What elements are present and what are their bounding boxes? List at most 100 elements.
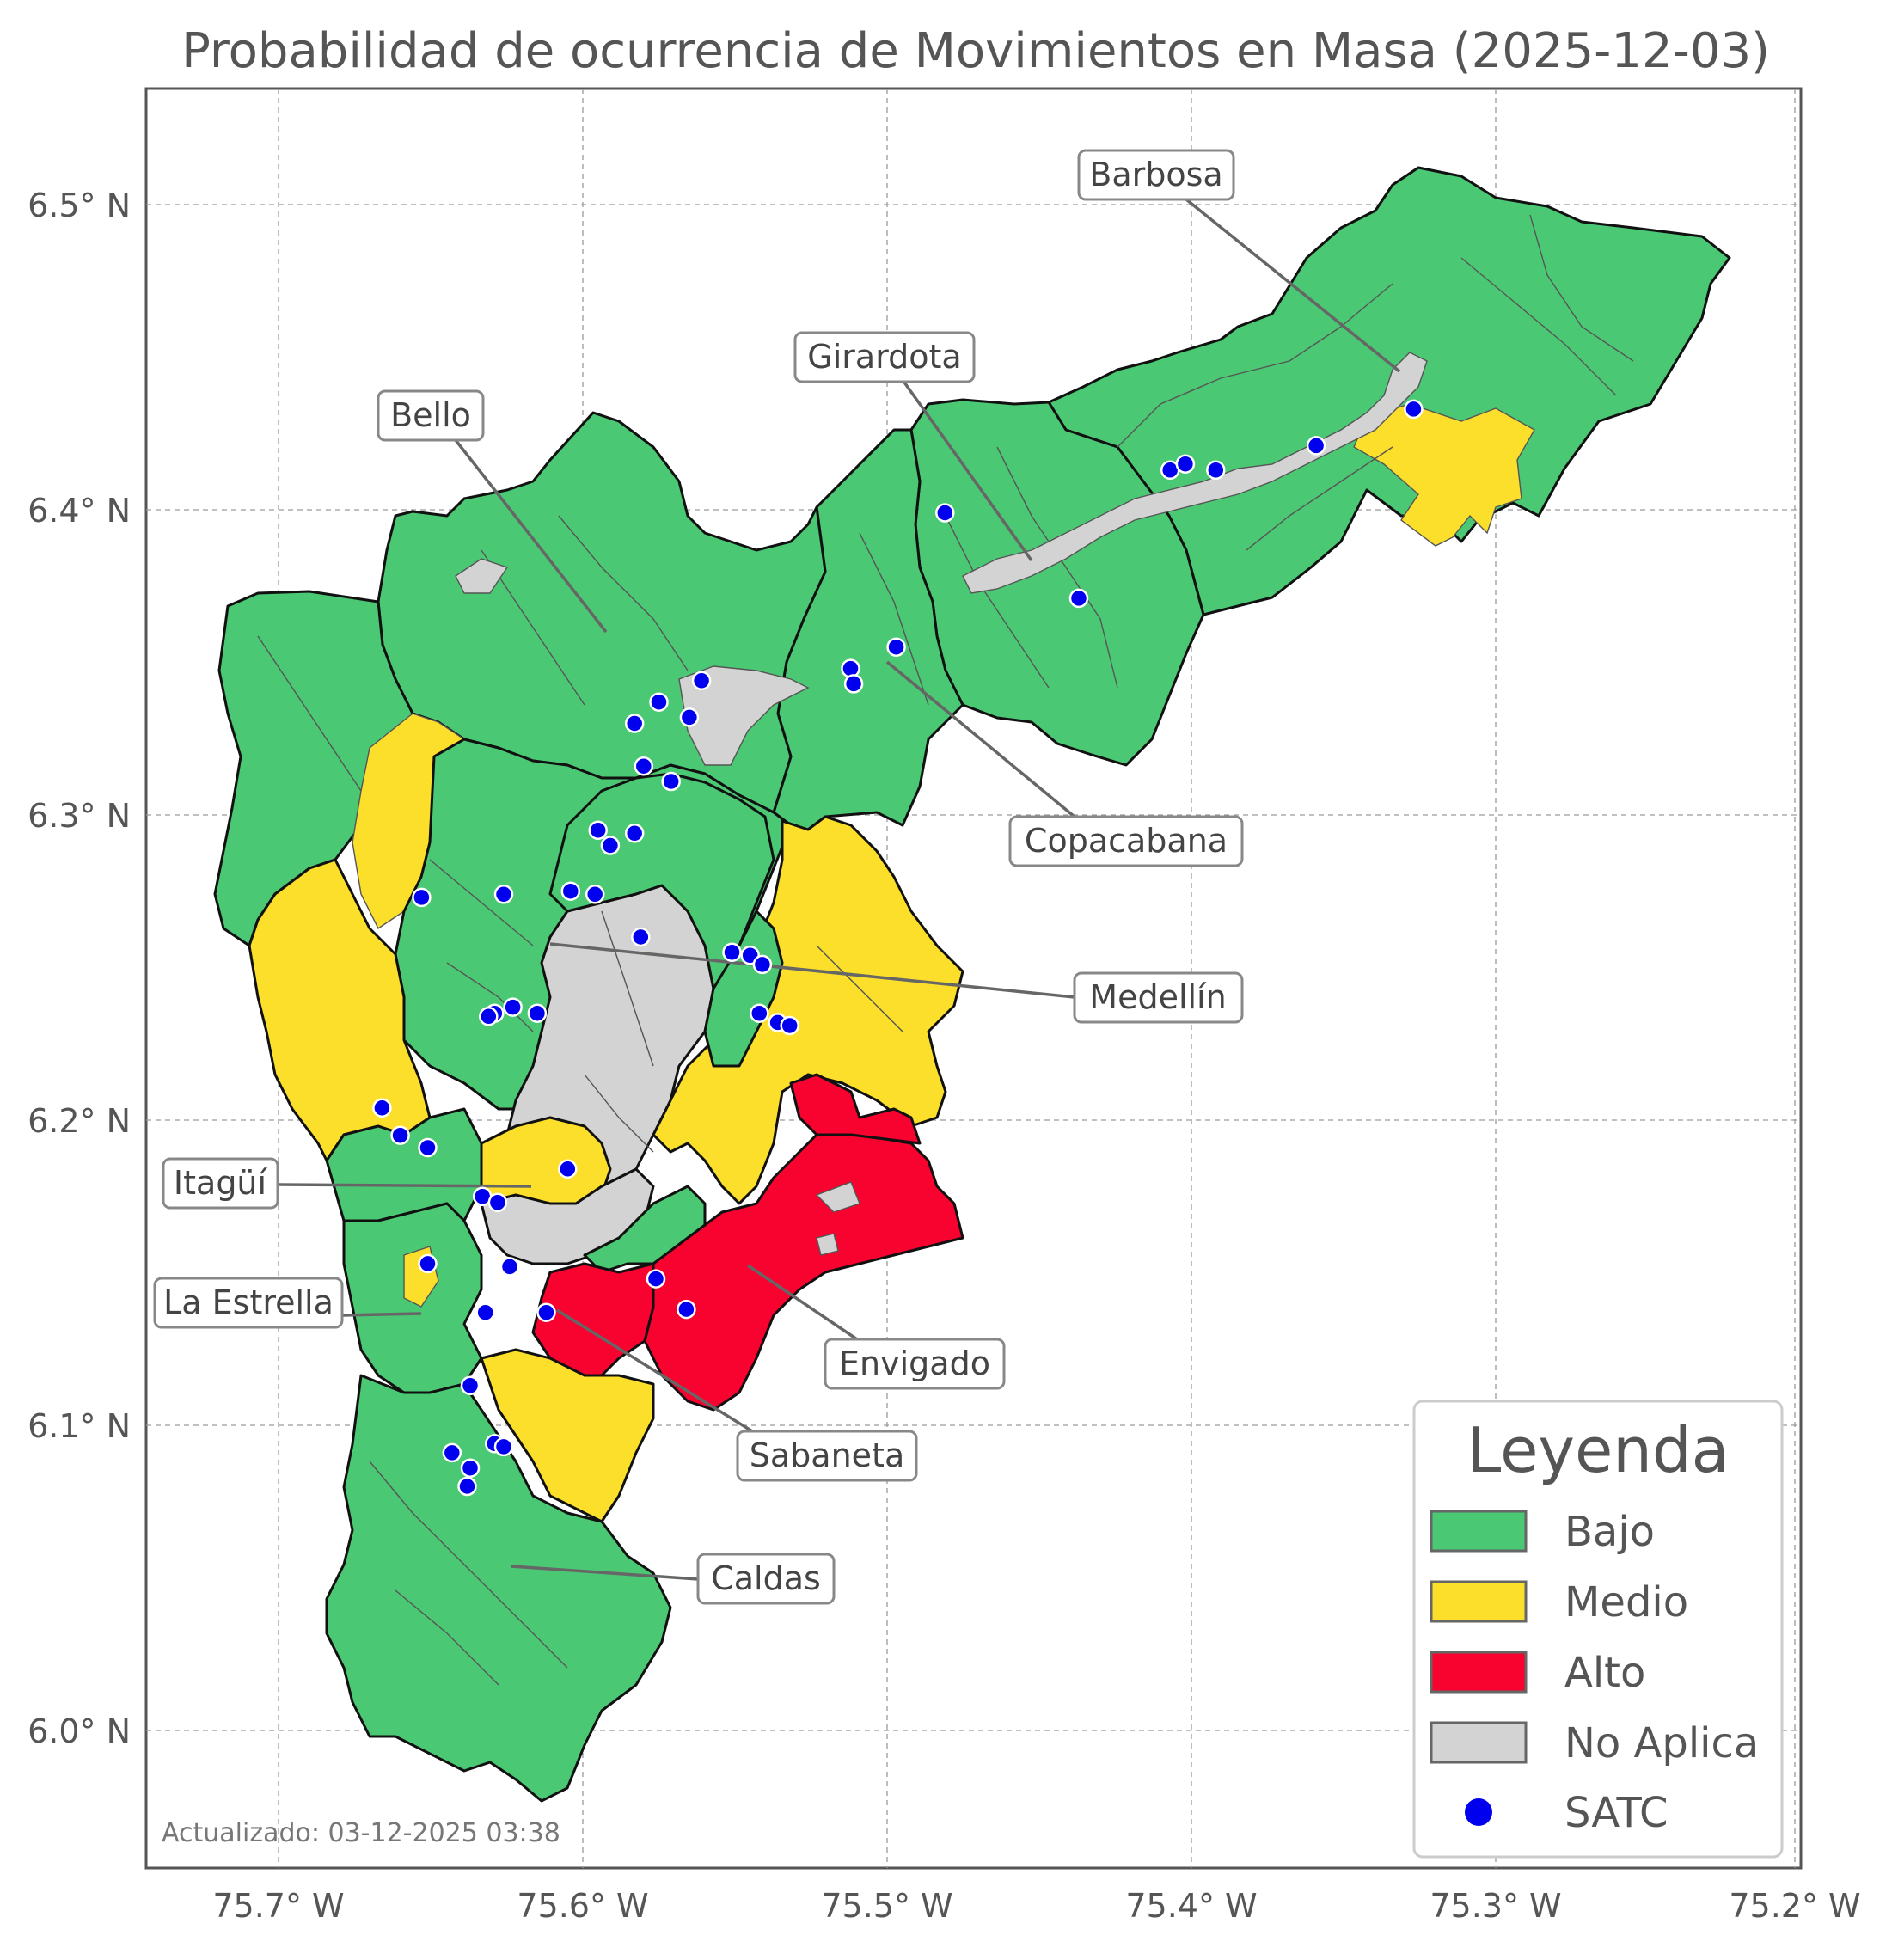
callout-label: Medellín <box>1089 978 1226 1016</box>
x-tick-label: 75.7° W <box>212 1887 344 1925</box>
updated-timestamp: Actualizado: 03-12-2025 03:38 <box>162 1818 560 1848</box>
callout-itagui: Itagüí <box>162 1157 532 1210</box>
satc-station-point <box>487 1192 508 1213</box>
y-tick-label: 6.0° N <box>28 1712 131 1750</box>
satc-station-point <box>1404 399 1424 420</box>
callout-box <box>162 1157 279 1210</box>
callout-arrow <box>901 378 1033 562</box>
callout-box <box>696 1553 836 1605</box>
callout-box <box>377 389 485 442</box>
callout-caldas: Caldas <box>511 1553 836 1605</box>
satc-station-point <box>372 1098 392 1118</box>
region-barbosa-medio <box>1353 403 1535 547</box>
satc-station-point <box>752 954 773 975</box>
callout-label: La Estrella <box>163 1283 334 1321</box>
satc-station-point <box>479 1007 499 1026</box>
satc-station-layer <box>372 399 1424 1497</box>
legend-satc-dot <box>1465 1798 1492 1826</box>
callout-arrow <box>549 942 1075 999</box>
region-envigado-north <box>789 1073 922 1145</box>
callout-box <box>153 1277 344 1329</box>
satc-station-point <box>560 881 581 901</box>
satc-station-point <box>691 671 712 691</box>
y-tick-label: 6.5° N <box>28 187 131 224</box>
callout-bello: Bello <box>377 389 608 634</box>
region-medellin-east-medio <box>652 815 964 1205</box>
y-tick-label: 6.1° N <box>28 1407 131 1445</box>
satc-station-point <box>493 885 514 904</box>
satc-station-point <box>457 1476 477 1497</box>
region-southwest-medio <box>248 858 432 1162</box>
callout-copacabana: Copacabana <box>885 660 1244 867</box>
satc-station-point <box>503 997 523 1017</box>
legend-label-no-aplica: No Aplica <box>1564 1719 1759 1767</box>
y-tick-labels: 6.5° N 6.4° N 6.3° N 6.2° N 6.1° N 6.0° … <box>28 187 131 1750</box>
satc-station-point <box>442 1442 462 1463</box>
satc-station-point <box>634 756 654 776</box>
satc-station-point <box>841 658 860 678</box>
satc-station-point <box>1175 454 1196 474</box>
satc-station-point <box>679 707 700 727</box>
callout-box <box>793 331 976 383</box>
callout-la-estrella: La Estrella <box>153 1277 422 1329</box>
x-tick-label: 75.2° W <box>1729 1887 1860 1925</box>
satc-station-point <box>536 1302 556 1322</box>
legend-swatch-alto <box>1430 1651 1528 1694</box>
region-caldas-medio <box>480 1348 655 1523</box>
callout-label: Bello <box>390 396 471 434</box>
satc-station-point <box>460 1375 481 1396</box>
callout-arrow <box>885 660 1076 818</box>
satc-station-point <box>588 820 608 841</box>
bello-no-aplica <box>678 665 810 766</box>
satc-station-point <box>624 714 645 733</box>
callout-box <box>736 1430 918 1482</box>
callout-arrow <box>556 1308 757 1436</box>
satc-station-point <box>600 836 621 855</box>
region-envigado-no-aplica-2 <box>816 1233 839 1256</box>
region-envigado-no-aplica <box>815 1181 860 1213</box>
region-medellin-east-comunas <box>703 910 784 1068</box>
satc-station-point <box>418 1253 438 1274</box>
callout-arrow <box>454 438 608 634</box>
satc-station-point <box>390 1125 410 1145</box>
callout-label: Caldas <box>711 1559 821 1597</box>
callout-label: Sabaneta <box>750 1436 904 1474</box>
satc-station-point <box>475 1302 495 1322</box>
bello-no-aplica-north <box>455 558 509 594</box>
legend: Leyenda Bajo Medio Alto No Aplica SATC <box>1412 1400 1784 1859</box>
inner-boundaries <box>257 214 1634 1686</box>
satc-station-point <box>649 692 669 712</box>
legend-label-satc: SATC <box>1564 1789 1669 1837</box>
callout-box <box>1073 971 1244 1024</box>
callout-arrow <box>277 1183 532 1188</box>
legend-label-medio: Medio <box>1564 1578 1688 1626</box>
x-tick-label: 75.6° W <box>517 1887 648 1925</box>
satc-station-point <box>722 942 742 963</box>
callout-label: Itagüí <box>174 1164 268 1202</box>
satc-station-point <box>585 885 605 904</box>
callout-box <box>824 1338 1006 1390</box>
satc-station-point <box>624 824 645 843</box>
y-tick-label: 6.3° N <box>28 797 131 835</box>
y-tick-label: 6.4° N <box>28 492 131 530</box>
callout-label: Copacabana <box>1025 822 1228 860</box>
callout-arrow <box>747 1264 860 1343</box>
municipality-callouts: Barbosa Girardota Bello Copacabana Medel… <box>153 149 1401 1605</box>
satc-station-point <box>558 1159 578 1179</box>
satc-station-point <box>677 1299 696 1320</box>
callout-label: Envigado <box>839 1344 990 1382</box>
region-sabaneta <box>531 1262 655 1377</box>
legend-label-alto: Alto <box>1564 1649 1645 1697</box>
callout-label: Barbosa <box>1089 156 1222 193</box>
satc-station-point <box>1206 460 1226 481</box>
satc-station-point <box>499 1257 520 1277</box>
satc-station-point <box>418 1137 438 1158</box>
legend-label-bajo: Bajo <box>1564 1508 1655 1556</box>
satc-station-point <box>493 1436 514 1457</box>
legend-title: Leyenda <box>1466 1414 1730 1486</box>
satc-station-point <box>886 637 906 657</box>
callout-arrow <box>341 1312 422 1317</box>
x-tick-label: 75.5° W <box>821 1887 952 1925</box>
callout-girardota: Girardota <box>793 331 1033 562</box>
